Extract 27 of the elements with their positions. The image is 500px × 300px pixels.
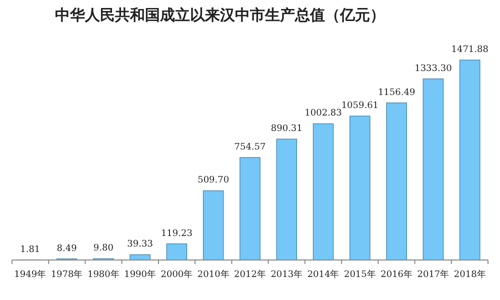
- data-label: 1156.49: [378, 88, 416, 98]
- x-tick-label: 2015年: [344, 269, 376, 280]
- x-tick-label: 1949年: [14, 269, 46, 280]
- data-label: 1.81: [20, 244, 40, 255]
- x-tick-label: 1990年: [124, 269, 156, 280]
- data-label: 9.80: [93, 244, 114, 254]
- data-label: 39.33: [127, 240, 154, 250]
- x-tick-label: 2018年: [454, 269, 486, 280]
- data-label: 1333.30: [414, 64, 452, 74]
- data-label: 509.70: [198, 176, 230, 186]
- data-label: 1002.83: [304, 108, 342, 119]
- x-tick-label: 2013年: [270, 269, 303, 280]
- data-label: 754.57: [234, 142, 266, 152]
- x-tick-label: 2012年: [234, 269, 266, 280]
- chart-title: 中华人民共和国成立以来汉中市生产总值（亿元）: [55, 6, 385, 24]
- data-label: 119.23: [160, 228, 193, 239]
- x-tick-label: 2014年: [307, 269, 340, 280]
- data-label: 8.49: [56, 244, 78, 254]
- x-tick-label: 2016年: [380, 269, 413, 280]
- x-tick-label: 2000年: [160, 269, 193, 280]
- data-label: 1059.61: [341, 101, 379, 112]
- data-label: 1471.88: [451, 45, 489, 55]
- x-tick-label: 1980年: [87, 269, 120, 280]
- x-tick-label: 1978年: [50, 269, 83, 280]
- x-tick-label: 2010年: [197, 269, 230, 280]
- data-label: 890.31: [270, 124, 302, 134]
- x-tick-label: 2017年: [417, 269, 450, 280]
